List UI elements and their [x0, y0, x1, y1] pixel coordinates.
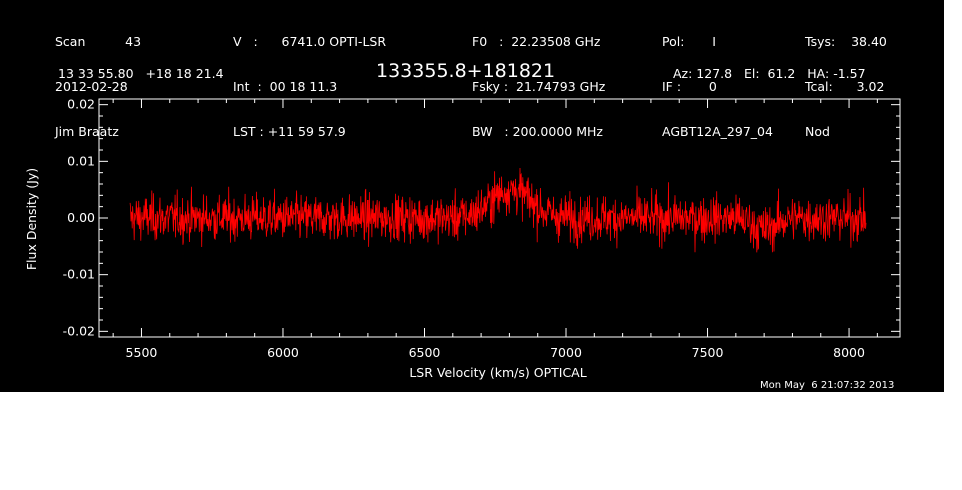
spectrum-series-line — [129, 167, 867, 253]
source-name: 133355.8+181821 — [376, 60, 556, 82]
polarization-info: Pol: I IF : 0 AGBT12A_297_04 — [662, 4, 773, 169]
pol-line: Pol: I — [662, 34, 716, 49]
y-tick-label: -0.01 — [63, 267, 95, 282]
x-tick-label: 7500 — [692, 345, 724, 360]
scan-line: Scan 43 — [55, 34, 142, 49]
y-tick-label: 0.00 — [67, 210, 95, 225]
integration-line: Int : 00 18 11.3 — [233, 79, 338, 94]
x-tick-label: 8000 — [833, 345, 865, 360]
lst-line: LST : +11 59 57.9 — [233, 124, 346, 139]
y-tick-label: 0.01 — [67, 153, 95, 168]
x-axis-label: LSR Velocity (km/s) OPTICAL — [409, 365, 586, 380]
scan-info: Scan 43 2012-02-28 Jim Braatz — [55, 4, 141, 169]
y-tick-label: 0.02 — [67, 97, 95, 112]
x-tick-label: 6000 — [267, 345, 299, 360]
timestamp: Mon May 6 21:07:32 2013 — [760, 380, 895, 391]
az-el-ha: Az: 127.8 El: 61.2 HA: -1.57 — [673, 66, 866, 81]
plot-frame — [98, 98, 901, 338]
fsky-line: Fsky : 21.74793 GHz — [472, 79, 606, 94]
frequency-info: F0 : 22.23508 GHz Fsky : 21.74793 GHz BW… — [472, 4, 605, 169]
velocity-line: V : 6741.0 OPTI-LSR — [233, 34, 387, 49]
procedure-line: Nod — [805, 124, 830, 139]
spectrum-plot: 5500 6000 6500 7000 7500 8000 -0.02 -0.01 0.00 0.… — [24, 97, 901, 380]
source-coordinates: 13 33 55.80 +18 18 21.4 — [58, 66, 224, 81]
x-tick-label: 5500 — [126, 345, 158, 360]
velocity-info: V : 6741.0 OPTI-LSR Int : 00 18 11.3 LST… — [233, 4, 386, 169]
system-info: Tsys: 38.40 Tcal: 3.02 Nod — [805, 4, 887, 169]
y-tick-label: -0.02 — [63, 323, 95, 338]
tsys-line: Tsys: 38.40 — [805, 34, 887, 49]
bw-line: BW : 200.0000 MHz — [472, 124, 603, 139]
f0-line: F0 : 22.23508 GHz — [472, 34, 601, 49]
tcal-line: Tcal: 3.02 — [805, 79, 885, 94]
x-tick-label: 6500 — [409, 345, 441, 360]
x-tick-label: 7000 — [550, 345, 582, 360]
project-line: AGBT12A_297_04 — [662, 124, 773, 139]
if-line: IF : 0 — [662, 79, 717, 94]
y-axis-label: Flux Density (Jy) — [24, 168, 39, 270]
spectrum-panel: Scan 43 2012-02-28 Jim Braatz V : 6741.0… — [0, 0, 944, 392]
date-line: 2012-02-28 — [55, 79, 128, 94]
